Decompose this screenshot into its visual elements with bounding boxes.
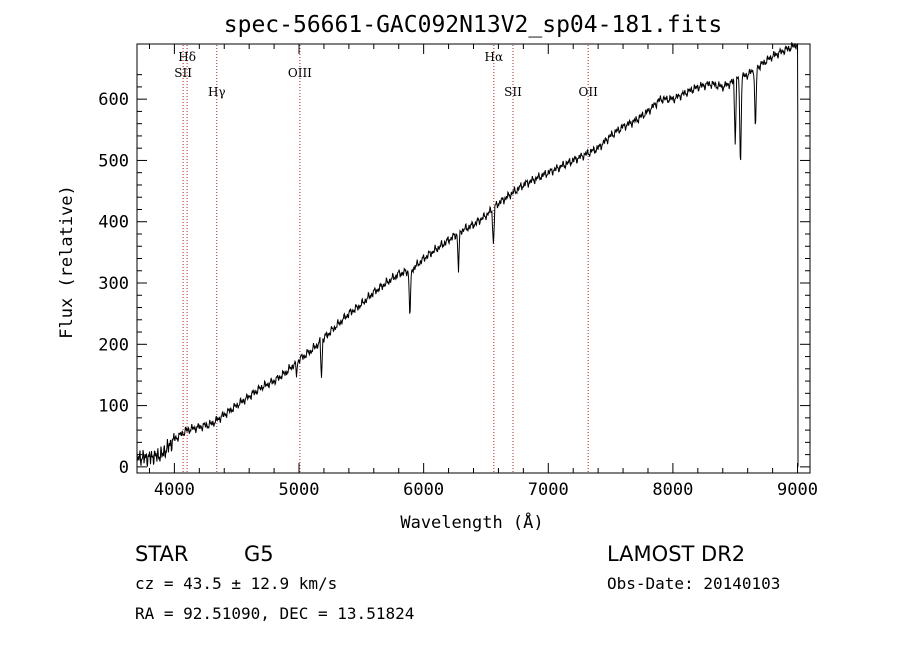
x-tick-label: 4000 bbox=[154, 480, 195, 500]
object-subclass: G5 bbox=[244, 542, 274, 566]
x-tick-label: 7000 bbox=[528, 480, 569, 500]
observation-date: Obs-Date: 20140103 bbox=[607, 574, 780, 593]
y-axis-label: Flux (relative) bbox=[57, 185, 77, 339]
spectral-line-label: Hδ bbox=[178, 50, 196, 64]
x-axis-label: Wavelength (Å) bbox=[400, 511, 543, 533]
redshift-velocity: cz = 43.5 ± 12.9 km/s bbox=[135, 574, 337, 593]
spectral-line-label: OII bbox=[578, 85, 598, 99]
y-tick-label: 500 bbox=[98, 151, 129, 171]
spectrum-line bbox=[136, 42, 799, 467]
y-tick-label: 0 bbox=[119, 458, 129, 478]
survey-name: LAMOST DR2 bbox=[607, 542, 745, 566]
x-tick-label: 9000 bbox=[777, 480, 818, 500]
y-tick-label: 100 bbox=[98, 397, 129, 417]
axis-ticks: 4000 5000 6000 7000 8000 9000 0 100 200 300 400 500… bbox=[98, 44, 818, 500]
y-tick-label: 200 bbox=[98, 335, 129, 355]
plot-frame bbox=[136, 43, 811, 474]
object-class: STAR bbox=[135, 542, 188, 566]
y-tick-label: 300 bbox=[98, 274, 129, 294]
spectral-line-label: Hα bbox=[485, 50, 504, 64]
spectral-line-label: OIII bbox=[288, 66, 312, 80]
x-tick-label: 5000 bbox=[279, 480, 320, 500]
spectral-line-markers: Hδ SII Hγ OIII Hα OII SII bbox=[174, 45, 598, 472]
plot-area bbox=[136, 43, 811, 474]
chart-title: spec-56661-GAC092N13V2_sp04-181.fits bbox=[224, 12, 723, 38]
spectral-line-label: SII bbox=[174, 66, 192, 80]
x-tick-label: 8000 bbox=[652, 480, 693, 500]
spectral-line-label: SII bbox=[504, 85, 522, 99]
x-tick-label: 6000 bbox=[403, 480, 444, 500]
y-tick-label: 400 bbox=[98, 213, 129, 233]
spectral-line-label: Hγ bbox=[208, 85, 226, 99]
coordinates: RA = 92.51090, DEC = 13.51824 bbox=[135, 604, 414, 623]
y-tick-label: 600 bbox=[98, 90, 129, 110]
